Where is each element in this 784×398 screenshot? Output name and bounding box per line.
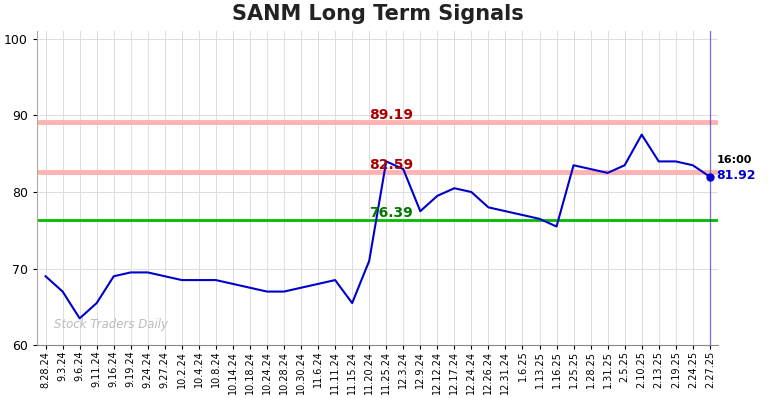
Text: Stock Traders Daily: Stock Traders Daily bbox=[54, 318, 168, 331]
Text: 89.19: 89.19 bbox=[369, 107, 413, 122]
Text: 81.92: 81.92 bbox=[717, 169, 756, 182]
Title: SANM Long Term Signals: SANM Long Term Signals bbox=[232, 4, 524, 24]
Text: 76.39: 76.39 bbox=[369, 207, 413, 220]
Text: 16:00: 16:00 bbox=[717, 155, 752, 165]
Text: 82.59: 82.59 bbox=[369, 158, 413, 172]
